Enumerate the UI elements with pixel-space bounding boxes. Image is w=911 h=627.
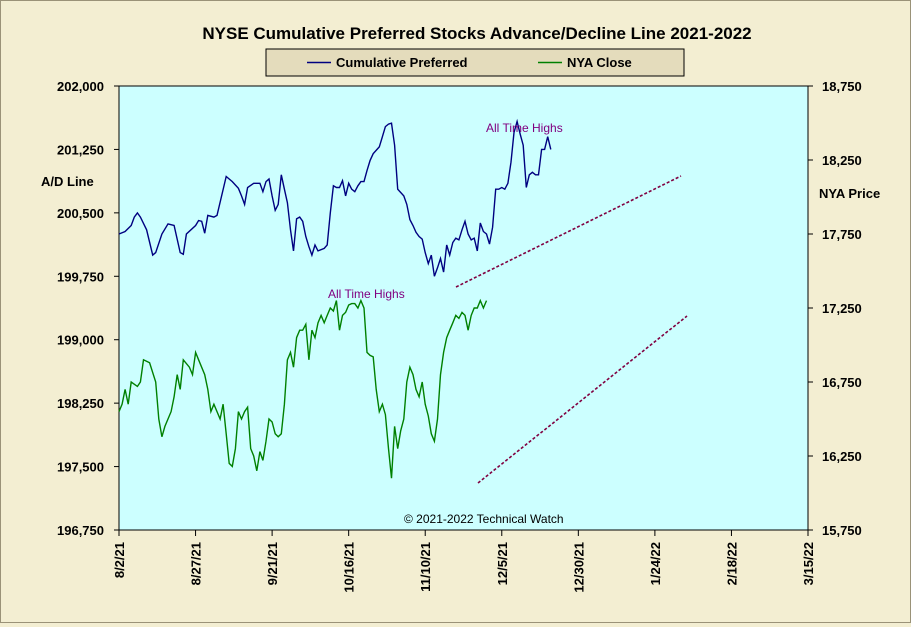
right-tick-label: 17,250 [822, 301, 862, 316]
annotation-ath-ad: All Time Highs [486, 121, 563, 135]
x-tick-label: 3/15/22 [801, 542, 816, 585]
series-line-nya-close [118, 298, 488, 479]
left-tick-label: 202,000 [57, 79, 104, 94]
x-tick-label: 12/5/21 [495, 542, 510, 585]
left-tick-label: 200,500 [57, 206, 104, 221]
right-tick-label: 16,750 [822, 375, 862, 390]
right-tick-label: 18,750 [822, 79, 862, 94]
right-axis: 15,750 16,250 16,750 17,250 17,750 18,250 18,7… [808, 79, 862, 538]
chart-title: NYSE Cumulative Preferred Stocks Advance… [202, 24, 751, 43]
plot-area [118, 85, 809, 531]
legend-box [265, 48, 685, 77]
legend-label-nya: NYA Close [567, 55, 632, 70]
trendline-nya [477, 315, 688, 484]
x-tick-label: 12/30/21 [571, 542, 586, 593]
left-tick-label: 201,250 [57, 142, 104, 157]
left-tick-label: 198,250 [57, 396, 104, 411]
left-tick-label: 199,750 [57, 269, 104, 284]
left-axis-label: A/D Line [41, 174, 94, 189]
x-tick-label: 1/24/22 [648, 542, 663, 585]
right-tick-label: 17,750 [822, 227, 862, 242]
annotation-ath-nya: All Time Highs [328, 287, 405, 301]
left-tick-label: 197,500 [57, 460, 104, 475]
x-tick-label: 9/21/21 [265, 542, 280, 585]
right-tick-label: 18,250 [822, 153, 862, 168]
x-axis: 8/2/21 8/27/21 9/21/21 10/16/21 11/10/21 12/5… [112, 530, 816, 593]
right-tick-label: 15,750 [822, 523, 862, 538]
trendline-ad [455, 175, 682, 288]
x-tick-label: 8/27/21 [189, 542, 204, 585]
left-tick-label: 196,750 [57, 523, 104, 538]
left-axis: 196,750 197,500 198,250 199,000 199,750 200,5… [57, 79, 119, 538]
right-axis-label: NYA Price [819, 186, 880, 201]
x-tick-label: 2/18/22 [724, 542, 739, 585]
series-line-cumulative-preferred [118, 118, 552, 277]
right-tick-label: 16,250 [822, 449, 862, 464]
legend-label-ad: Cumulative Preferred [336, 55, 468, 70]
copyright: © 2021-2022 Technical Watch [404, 512, 564, 526]
x-tick-label: 8/2/21 [112, 542, 127, 578]
left-tick-label: 199,000 [57, 333, 104, 348]
x-tick-label: 11/10/21 [418, 542, 433, 592]
x-tick-label: 10/16/21 [342, 542, 357, 593]
